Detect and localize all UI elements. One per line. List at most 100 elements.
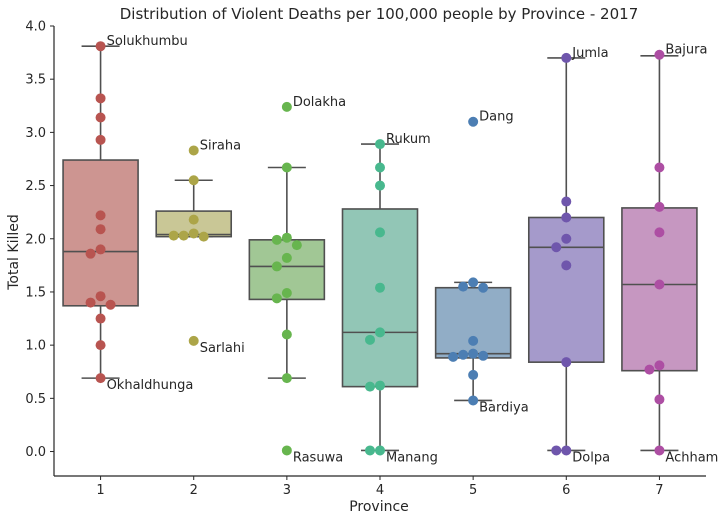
x-tick-label: 5 xyxy=(469,483,477,498)
data-point xyxy=(188,214,199,225)
data-point xyxy=(281,445,292,456)
data-point xyxy=(448,351,459,362)
data-point xyxy=(178,230,189,241)
data-point xyxy=(188,175,199,186)
data-point xyxy=(271,293,282,304)
data-point xyxy=(468,335,479,346)
plot-area: 0.0 0.5 1.0 1.5 2.0 2.5 3.0 3.5 4.0 1 2 3 4 5 6 7 Solukh… xyxy=(25,20,718,499)
data-point xyxy=(468,369,479,380)
data-point xyxy=(468,116,479,127)
data-point xyxy=(105,299,116,310)
data-point xyxy=(561,52,572,63)
data-point xyxy=(654,279,665,290)
data-point xyxy=(561,260,572,271)
data-point xyxy=(281,288,292,299)
data-point xyxy=(468,348,479,359)
data-point xyxy=(458,349,469,360)
data-point xyxy=(375,327,385,338)
data-point xyxy=(365,445,375,456)
data-point xyxy=(654,360,665,371)
annotation-label: Jumla xyxy=(571,46,608,61)
data-point xyxy=(654,49,665,60)
y-tick-label: 2.5 xyxy=(25,179,46,194)
data-point xyxy=(271,234,282,245)
data-point xyxy=(95,313,106,324)
annotation-label: Solukhumbu xyxy=(107,34,188,49)
data-point xyxy=(561,445,572,456)
data-point xyxy=(95,373,106,384)
data-point xyxy=(375,139,385,150)
x-tick-label: 1 xyxy=(96,483,104,498)
data-point xyxy=(281,252,292,263)
data-point xyxy=(95,134,106,145)
box-province-5 xyxy=(434,286,512,359)
annotation-label: Rasuwa xyxy=(293,450,343,465)
data-point xyxy=(561,233,572,244)
data-point xyxy=(654,201,665,212)
data-point xyxy=(375,380,385,391)
data-point xyxy=(95,244,106,255)
data-point xyxy=(478,282,489,293)
y-tick-label: 3.0 xyxy=(25,126,46,141)
data-point xyxy=(468,395,479,406)
annotation-label: Dolakha xyxy=(293,95,346,110)
annotation-label: Achham xyxy=(665,450,718,465)
y-tick-label: 0.5 xyxy=(25,392,46,407)
chart-title: Distribution of Violent Deaths per 100,0… xyxy=(120,5,638,23)
annotation-label: Manang xyxy=(386,450,438,465)
data-point xyxy=(188,228,199,239)
data-point xyxy=(375,180,385,191)
y-tick-label: 4.0 xyxy=(25,20,46,35)
box-province-4 xyxy=(341,208,419,388)
data-point xyxy=(365,334,375,345)
data-point xyxy=(654,162,665,173)
y-tick-label: 2.0 xyxy=(25,232,46,247)
data-point xyxy=(551,445,562,456)
data-point xyxy=(188,335,199,346)
data-point xyxy=(95,210,106,221)
data-point xyxy=(375,282,385,293)
y-tick-label: 1.5 xyxy=(25,285,46,300)
data-point xyxy=(375,227,385,238)
x-tick-label: 4 xyxy=(376,483,384,498)
data-point xyxy=(95,291,106,302)
annotation-label: Siraha xyxy=(200,138,241,153)
data-point xyxy=(95,224,106,235)
data-point xyxy=(365,381,375,392)
data-point xyxy=(95,112,106,123)
data-point xyxy=(561,196,572,207)
data-point xyxy=(468,277,479,288)
y-tick-label: 0.0 xyxy=(25,445,46,460)
y-tick-label: 3.5 xyxy=(25,73,46,88)
data-point xyxy=(168,230,179,241)
data-point xyxy=(95,93,106,104)
x-tick-label: 7 xyxy=(655,483,663,498)
data-point xyxy=(281,162,292,173)
annotation-label: Dolpa xyxy=(572,450,610,465)
data-point xyxy=(198,231,209,242)
data-point xyxy=(375,162,385,173)
data-point xyxy=(654,394,665,405)
data-point xyxy=(561,357,572,368)
data-point xyxy=(551,242,562,253)
data-point xyxy=(281,101,292,112)
annotation-label: Okhaldhunga xyxy=(107,378,194,393)
x-axis-label: Province xyxy=(349,499,409,515)
data-point xyxy=(281,232,292,243)
data-point xyxy=(458,281,469,292)
annotation-label: Rukum xyxy=(386,132,431,147)
data-point xyxy=(478,350,489,361)
x-tick-label: 3 xyxy=(283,483,291,498)
annotation-label: Bajura xyxy=(665,43,707,58)
y-axis-label: Total Killed xyxy=(6,214,22,291)
data-point xyxy=(95,340,106,351)
data-point xyxy=(85,248,96,259)
y-tick-label: 1.0 xyxy=(25,339,46,354)
annotation-label: Bardiya xyxy=(479,400,529,415)
annotation-label: Sarlahi xyxy=(200,341,245,356)
data-point xyxy=(375,445,385,456)
annotation-label: Dang xyxy=(479,110,513,125)
data-point xyxy=(271,261,282,272)
data-point xyxy=(291,240,302,251)
